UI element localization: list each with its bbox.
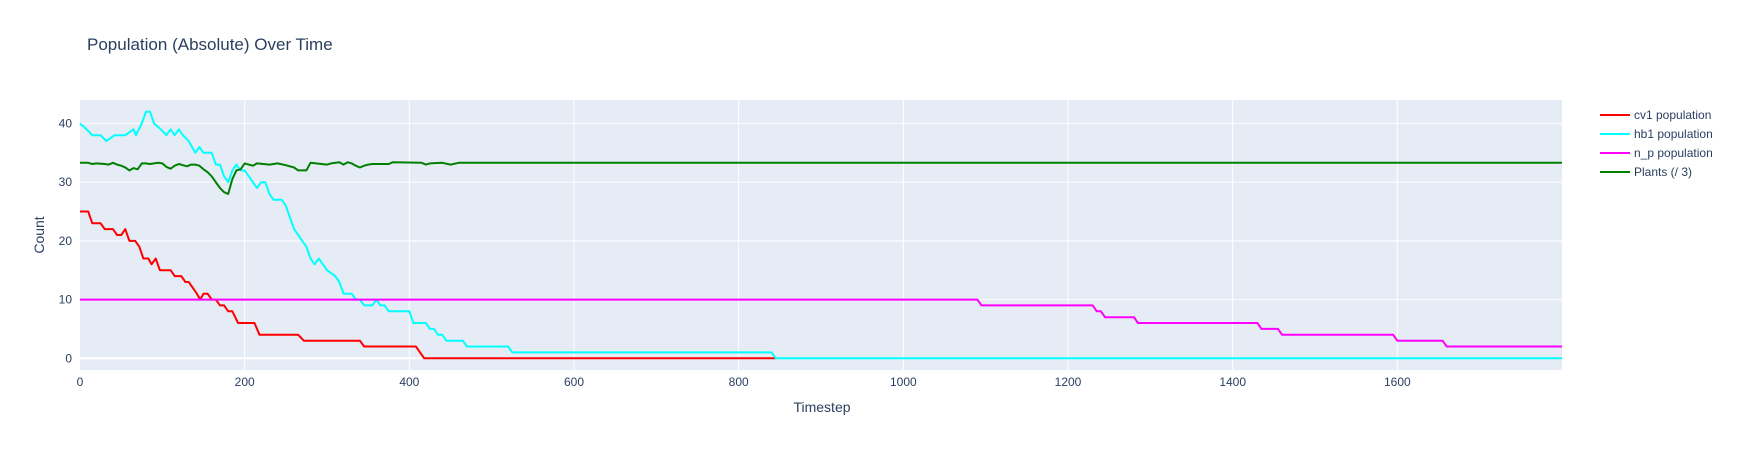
y-tick-label: 30 bbox=[59, 175, 73, 189]
legend-label: hb1 population bbox=[1634, 127, 1713, 141]
y-tick-label: 40 bbox=[59, 116, 73, 130]
legend-label: n_p population bbox=[1634, 146, 1713, 160]
legend-item[interactable]: cv1 population bbox=[1600, 108, 1711, 122]
y-axis-label: Count bbox=[31, 216, 47, 253]
x-tick-label: 1200 bbox=[1055, 375, 1082, 389]
chart-title: Population (Absolute) Over Time bbox=[87, 35, 333, 54]
x-tick-label: 1600 bbox=[1384, 375, 1411, 389]
x-tick-label: 600 bbox=[564, 375, 584, 389]
legend: cv1 population hb1 population n_p populati… bbox=[1600, 108, 1713, 179]
series-line-3 bbox=[80, 161, 1562, 195]
x-tick-label: 400 bbox=[399, 375, 419, 389]
x-tick-label: 1400 bbox=[1219, 375, 1246, 389]
legend-label: cv1 population bbox=[1634, 108, 1711, 122]
legend-item[interactable]: n_p population bbox=[1600, 146, 1713, 160]
x-axis-label: Timestep bbox=[793, 399, 850, 415]
x-tick-label: 1000 bbox=[890, 375, 917, 389]
x-tick-label: 0 bbox=[77, 375, 84, 389]
series-line-1 bbox=[79, 110, 1562, 360]
x-axis: 0 200 400 600 800 1000 1200 1400 1600 bbox=[77, 375, 1411, 389]
x-tick-label: 200 bbox=[235, 375, 255, 389]
legend-item[interactable]: hb1 population bbox=[1600, 127, 1713, 141]
series-layer bbox=[79, 110, 1562, 360]
y-tick-label: 20 bbox=[59, 234, 73, 248]
legend-item[interactable]: Plants (/ 3) bbox=[1600, 165, 1692, 179]
y-tick-label: 0 bbox=[65, 351, 72, 365]
plot-area bbox=[80, 100, 1562, 370]
series-line-0 bbox=[80, 210, 776, 360]
y-axis: 0 10 20 30 40 bbox=[59, 116, 73, 365]
legend-label: Plants (/ 3) bbox=[1634, 165, 1692, 179]
y-tick-label: 10 bbox=[59, 293, 73, 307]
x-tick-label: 800 bbox=[729, 375, 749, 389]
series-line-2 bbox=[80, 298, 1562, 348]
